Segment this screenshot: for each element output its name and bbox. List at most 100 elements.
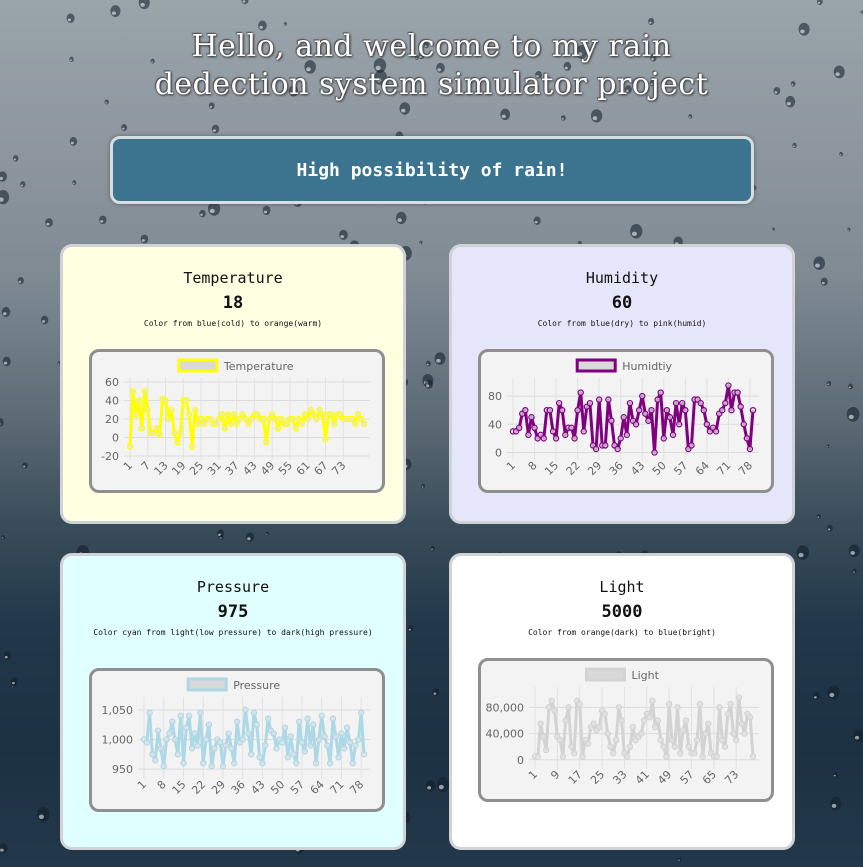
pressure-data-point[interactable] [171,736,179,743]
humidity-data-point[interactable] [660,435,667,442]
light-data-point[interactable] [654,717,662,724]
light-data-point[interactable] [685,743,692,750]
temperature-data-point[interactable] [168,406,175,413]
light-data-point[interactable] [749,753,757,760]
light-data-point[interactable] [730,730,737,737]
pressure-data-point[interactable] [163,736,170,743]
humidity-data-point[interactable] [602,442,609,449]
humidity-data-point[interactable] [669,431,677,439]
pressure-data-point[interactable] [256,754,263,761]
pressure-data-point[interactable] [281,724,289,731]
pressure-data-point[interactable] [160,762,167,770]
humidity-data-point[interactable] [614,445,621,453]
light-data-point[interactable] [565,704,572,711]
humidity-data-point[interactable] [632,421,640,428]
light-data-point[interactable] [607,743,614,750]
temperature-data-point[interactable] [132,411,140,418]
light-data-point[interactable] [649,697,656,705]
light-data-point[interactable] [604,730,611,737]
light-chart[interactable]: Light 80,000 40,000 01 9 17 25 33 41 49 57 65 73 [481,661,771,799]
pressure-data-point[interactable] [264,715,272,722]
temperature-data-point[interactable] [292,425,300,432]
pressure-data-point[interactable] [242,706,249,714]
pressure-data-point[interactable] [307,742,314,749]
pressure-data-point[interactable] [247,751,255,758]
humidity-data-point[interactable] [642,410,649,417]
temperature-data-point[interactable] [248,415,255,423]
pressure-data-point[interactable] [290,751,297,758]
temperature-data-point[interactable] [319,411,326,418]
temperature-data-point[interactable] [277,415,285,423]
temperature-data-point[interactable] [316,406,323,413]
humidity-data-point[interactable] [722,399,729,407]
pressure-data-point[interactable] [143,739,151,746]
light-data-point[interactable] [724,710,732,718]
light-data-point[interactable] [663,753,670,760]
humidity-data-point[interactable] [672,399,680,407]
humidity-data-point[interactable] [571,435,578,442]
pressure-data-point[interactable] [211,745,218,752]
temperature-data-point[interactable] [263,438,270,446]
light-data-point[interactable] [570,750,578,757]
light-data-point[interactable] [534,753,541,761]
humidity-data-point[interactable] [522,406,529,414]
light-data-point[interactable] [548,697,555,705]
humidity-data-point[interactable] [746,445,754,453]
pressure-data-point[interactable] [312,759,320,767]
pressure-data-point[interactable] [293,759,300,767]
temperature-data-point[interactable] [135,397,143,404]
light-data-point[interactable] [691,750,698,757]
humidity-data-point[interactable] [666,414,674,421]
humidity-data-point[interactable] [648,406,655,414]
temperature-data-point[interactable] [298,420,305,427]
pressure-data-point[interactable] [157,745,165,752]
light-data-point[interactable] [579,753,586,760]
humidity-data-point[interactable] [645,417,652,424]
temperature-data-point[interactable] [266,415,273,423]
pressure-data-point[interactable] [200,759,207,767]
humidity-data-point[interactable] [728,406,735,414]
humidity-legend-label[interactable]: Humidtiy [622,360,672,373]
temperature-data-point[interactable] [224,411,231,418]
pressure-data-point[interactable] [149,751,156,758]
light-data-point[interactable] [705,720,712,727]
light-data-point[interactable] [657,736,664,744]
light-data-point[interactable] [629,723,637,731]
humidity-data-point[interactable] [734,389,741,396]
temperature-data-point[interactable] [271,415,279,423]
pressure-data-point[interactable] [253,721,261,728]
light-data-point[interactable] [719,736,726,744]
temperature-legend-swatch[interactable] [177,358,219,373]
humidity-data-point[interactable] [577,389,584,396]
light-data-point[interactable] [537,720,544,727]
light-data-point[interactable] [618,717,625,724]
humidity-data-point[interactable] [617,435,624,442]
light-data-point[interactable] [735,694,743,701]
humidity-data-point[interactable] [528,414,535,421]
pressure-data-point[interactable] [202,736,210,743]
temperature-data-point[interactable] [165,415,172,423]
temperature-data-point[interactable] [141,388,149,395]
humidity-data-point[interactable] [743,435,751,442]
light-data-point[interactable] [699,753,706,760]
pressure-data-point[interactable] [262,742,269,749]
light-data-point[interactable] [640,717,648,724]
light-data-point[interactable] [651,723,659,731]
light-data-point[interactable] [562,717,569,724]
pressure-data-point[interactable] [180,759,187,767]
humidity-data-point[interactable] [525,431,532,439]
pressure-data-point[interactable] [346,739,354,746]
temperature-data-point[interactable] [360,420,368,427]
pressure-data-point[interactable] [250,709,258,717]
pressure-data-point[interactable] [219,762,227,770]
humidity-data-point[interactable] [749,406,757,414]
pressure-data-point[interactable] [169,718,176,725]
temperature-data-point[interactable] [331,420,338,427]
humidity-data-point[interactable] [549,428,557,435]
light-data-point[interactable] [738,720,746,727]
humidity-data-point[interactable] [635,406,643,414]
temperature-data-point[interactable] [215,415,223,423]
humidity-data-point[interactable] [663,406,671,414]
light-data-point[interactable] [601,710,609,718]
humidity-data-point[interactable] [682,406,689,414]
